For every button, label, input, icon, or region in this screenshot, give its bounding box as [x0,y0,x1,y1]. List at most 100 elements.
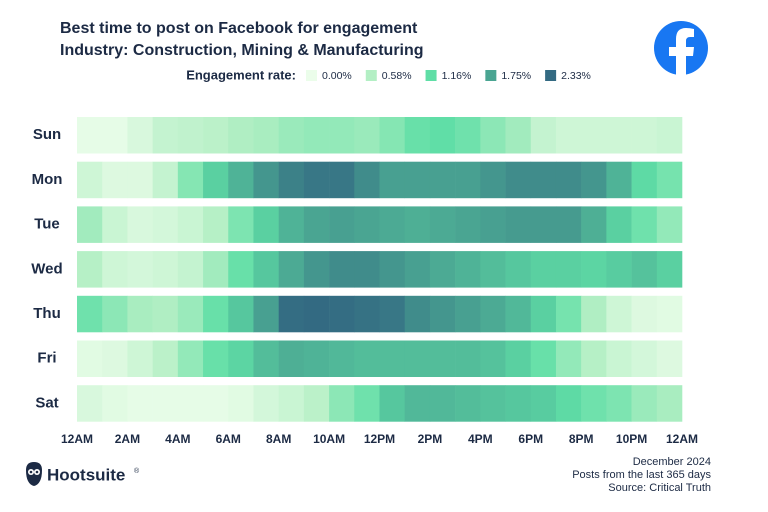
note: Posts from the last 365 days [572,469,711,481]
heat-cell [102,161,128,199]
heat-cell [555,385,582,422]
x-tick-label: 4AM [165,432,190,446]
heat-cell [278,340,305,377]
chart-title: Best time to post on Facebook for engage… [60,20,418,37]
heat-cell [354,206,380,243]
hootsuite-logo [26,462,42,486]
heat-cell [429,340,456,377]
x-tick-label: 6PM [518,432,543,446]
heat-cell [631,206,658,243]
heat-cell [530,161,557,199]
heat-cell [278,161,305,199]
heat-cell [656,385,683,422]
heat-cell [505,295,532,333]
heat-cell [656,117,683,154]
heat-cell [555,117,582,154]
heat-cell [455,206,481,243]
heat-cell [631,251,658,288]
heat-cell [505,117,532,154]
x-tick-label: 8PM [569,432,594,446]
heat-cell [505,206,532,243]
heat-cell [329,161,355,199]
heat-cell [278,295,305,333]
heat-cell [253,206,279,243]
x-tick-label: 4PM [468,432,493,446]
heat-cell [354,117,380,154]
heat-cell [77,117,103,154]
heat-cell [455,295,481,333]
heat-cell [505,385,532,422]
heat-cell [228,385,254,422]
heat-cell [581,385,607,422]
heat-cell [203,251,229,288]
heat-cell [379,206,406,243]
heat-cell [656,295,683,333]
heat-cell [253,295,279,333]
facebook-logo [654,21,708,75]
heat-cell [127,340,153,377]
heat-cell [379,385,406,422]
heat-cell [77,206,103,243]
heat-cell [177,340,204,377]
heat-cell [203,161,229,199]
heat-cell [152,340,179,377]
heat-cell [152,251,179,288]
heat-cell [631,295,658,333]
heat-cell [455,161,481,199]
heat-cell [404,161,431,199]
row-label: Tue [34,216,60,233]
heat-cell [581,206,607,243]
heat-cell [404,251,431,288]
x-tick-label: 12AM [666,432,698,446]
heat-cell [480,295,506,333]
heat-cell [379,251,406,288]
row-label: Thu [33,305,61,322]
row-label: Mon [32,171,63,188]
heat-cell [505,251,532,288]
heat-cell [581,117,607,154]
heat-cell [329,117,355,154]
heat-cell [581,295,607,333]
heat-cell [555,206,582,243]
legend-swatch [545,70,557,81]
heat-cell [404,206,431,243]
heat-cell [303,340,330,377]
heat-cell [480,161,506,199]
heat-cell [228,206,254,243]
heat-cell [278,206,305,243]
legend-label: 1.16% [442,70,472,82]
legend-label: 0.58% [382,70,412,82]
heat-cell [429,251,456,288]
heat-cell [102,385,128,422]
heat-cell [455,340,481,377]
heat-cell [228,251,254,288]
heat-cell [354,340,380,377]
heat-cell [606,340,632,377]
heat-cell [329,206,355,243]
heat-cell [505,161,532,199]
heat-cell [429,295,456,333]
heat-cell [354,251,380,288]
heat-cell [631,117,658,154]
heat-cell [152,117,179,154]
x-tick-label: 10PM [616,432,647,446]
row-label: Fri [37,350,56,367]
legend-swatch [425,70,437,81]
heat-cell [102,251,128,288]
heat-cell [379,340,406,377]
heat-cell [581,251,607,288]
heat-cell [303,385,330,422]
heat-cell [102,340,128,377]
heat-cell [480,117,506,154]
heat-cell [656,251,683,288]
brand-mark: ® [134,467,140,475]
heat-cell [77,340,103,377]
heat-cell [278,117,305,154]
heat-cell [127,117,153,154]
heat-cell [606,295,632,333]
heat-cell [581,340,607,377]
heat-cell [329,295,355,333]
heat-cell [329,340,355,377]
heat-cell [177,206,204,243]
